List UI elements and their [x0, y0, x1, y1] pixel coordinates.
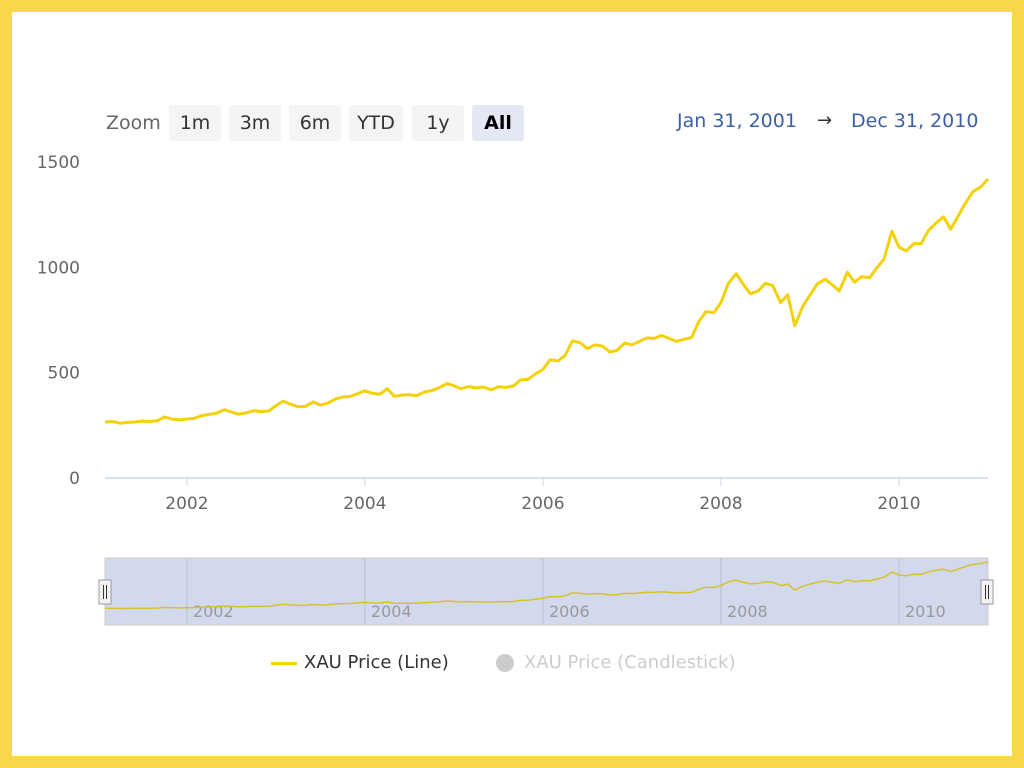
- legend-dot-symbol[interactable]: [496, 654, 514, 672]
- range-button-6m[interactable]: 6m: [289, 105, 341, 141]
- date-from-input[interactable]: Jan 31, 2001: [677, 110, 797, 132]
- chart-container: Zoom 1m 3m 6m YTD 1y All Jan 31, 2001 → …: [12, 12, 1012, 756]
- y-axis: 0 500 1000 1500: [37, 153, 80, 489]
- navigator-tick-label: 2008: [727, 602, 768, 621]
- navigator-handle-right[interactable]: [980, 579, 994, 605]
- navigator-tick-label: 2002: [193, 602, 234, 621]
- legend-line-symbol[interactable]: [271, 662, 297, 665]
- x-tick-label: 2002: [165, 494, 208, 514]
- legend-item-line[interactable]: XAU Price (Line): [304, 652, 449, 673]
- x-tick-label: 2004: [343, 494, 386, 514]
- navigator-mask[interactable]: [104, 557, 989, 626]
- x-tick-label: 2006: [521, 494, 564, 514]
- navigator-grid: 2002 2004 2006 2008 2010: [186, 558, 946, 625]
- y-tick-label: 1000: [37, 258, 80, 278]
- x-tick-label: 2010: [877, 494, 920, 514]
- x-axis: 2002 2004 2006 2008 2010: [105, 477, 988, 514]
- date-to-input[interactable]: Dec 31, 2010: [851, 110, 979, 132]
- navigator[interactable]: 2002 2004 2006 2008 2010: [98, 557, 994, 626]
- date-range-arrow: →: [817, 110, 833, 131]
- y-tick-label: 1500: [37, 153, 80, 173]
- x-tick-label: 2008: [699, 494, 742, 514]
- navigator-series-line: [104, 561, 989, 610]
- y-tick-label: 500: [48, 364, 80, 384]
- legend-item-candlestick[interactable]: XAU Price (Candlestick): [524, 652, 736, 673]
- range-button-all[interactable]: All: [472, 105, 524, 141]
- range-button-1m[interactable]: 1m: [169, 105, 221, 141]
- navigator-handle-left[interactable]: [98, 579, 112, 605]
- navigator-tick-label: 2004: [371, 602, 412, 621]
- range-button-3m[interactable]: 3m: [229, 105, 281, 141]
- range-button-1y[interactable]: 1y: [412, 105, 464, 141]
- navigator-tick-label: 2010: [905, 602, 946, 621]
- range-button-ytd[interactable]: YTD: [349, 105, 403, 141]
- y-tick-label: 0: [69, 469, 80, 489]
- series-line-xau: [104, 177, 990, 425]
- navigator-tick-label: 2006: [549, 602, 590, 621]
- zoom-label: Zoom: [106, 112, 161, 134]
